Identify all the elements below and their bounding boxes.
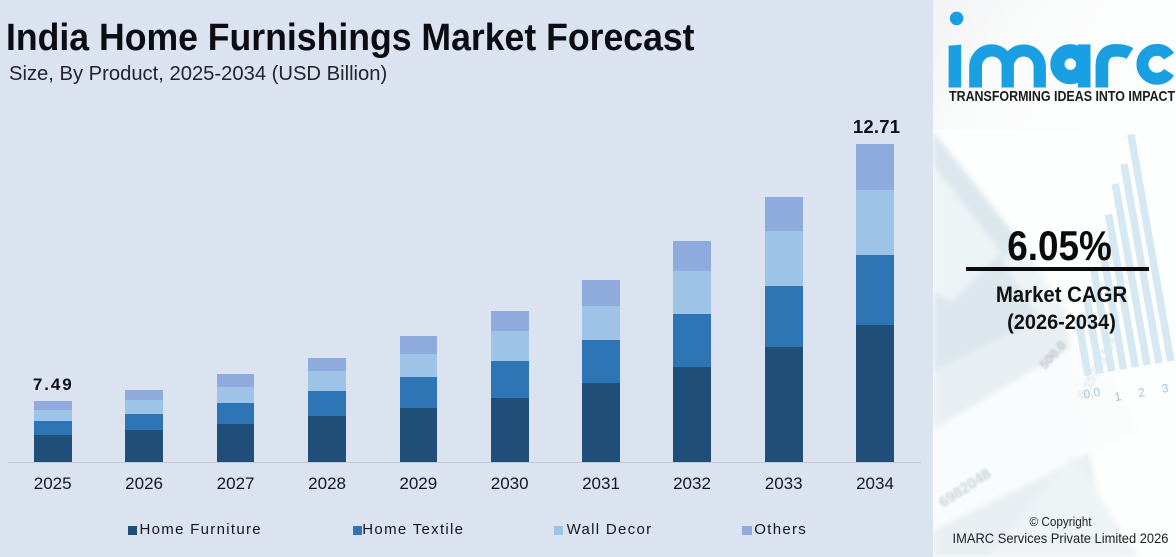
- svg-text:0.0: 0.0: [1082, 385, 1101, 402]
